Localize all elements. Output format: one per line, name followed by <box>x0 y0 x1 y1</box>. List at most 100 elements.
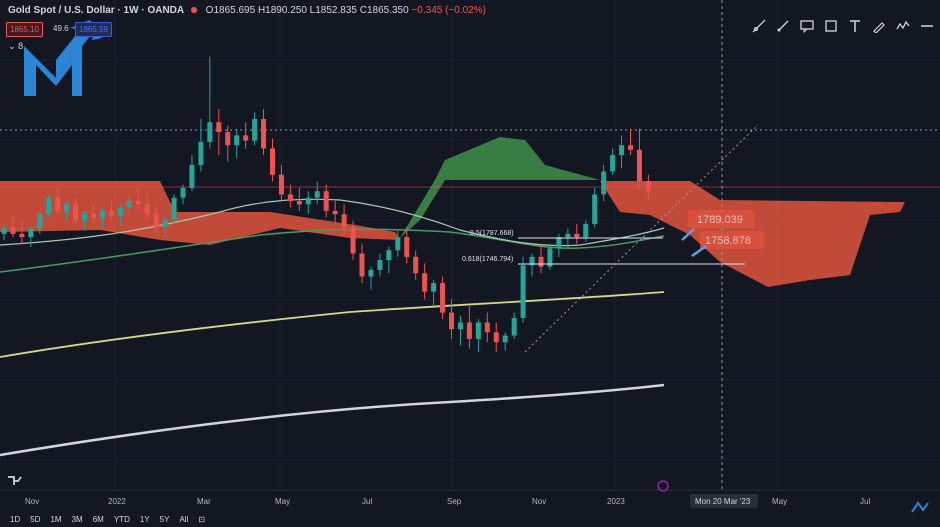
candle-body <box>296 201 302 205</box>
candle-body <box>386 250 392 261</box>
ichimoku-cloud-bullish <box>400 137 600 238</box>
arrow-upper-icon <box>681 228 695 241</box>
candle-body <box>19 233 25 238</box>
ma-100-line <box>0 291 665 358</box>
candle-body <box>377 260 383 270</box>
ohlc-low: L1852.835 <box>309 5 357 16</box>
fib-label-05: 0.5(1787.668) <box>470 230 514 237</box>
candle-body <box>126 201 132 208</box>
candle-body <box>117 207 123 216</box>
callout-tool-icon[interactable] <box>798 17 816 35</box>
timeframe-5y[interactable]: 5Y <box>159 515 170 524</box>
candle-body <box>547 248 553 267</box>
candle-body <box>198 141 204 165</box>
candle-body <box>440 283 446 313</box>
candle-body <box>314 191 320 198</box>
indicator-count: 8 <box>18 41 24 51</box>
timeframe-1m[interactable]: 1M <box>50 515 62 524</box>
symbol-header[interactable]: Gold Spot / U.S. Dollar · 1W · OANDA O18… <box>8 5 486 16</box>
candle-body <box>91 214 96 218</box>
crosshair-date-box <box>690 494 758 508</box>
timeframe-ytd[interactable]: YTD <box>113 515 130 524</box>
candle-body <box>493 332 499 343</box>
x-tick: 2023 <box>607 497 625 506</box>
candle-body <box>610 155 616 172</box>
price-label-lower: 1758.878 <box>705 235 751 247</box>
buy-price-button[interactable]: 1865.59 <box>75 22 112 37</box>
candle-body <box>225 132 231 146</box>
rectangle-tool-icon[interactable] <box>822 17 840 35</box>
candle-body <box>511 317 517 336</box>
sell-price-button[interactable]: 1865.10 <box>6 22 43 37</box>
candle-body <box>556 237 562 249</box>
x-tick: Nov <box>532 497 546 506</box>
candle-body <box>270 148 275 175</box>
candle-body <box>457 322 463 330</box>
price-label-upper: 1789.039 <box>697 214 743 226</box>
pattern-tool-icon[interactable] <box>894 17 912 35</box>
symbol-title[interactable]: Gold Spot / U.S. Dollar · 1W · OANDA <box>8 5 185 16</box>
text-tool-icon[interactable] <box>846 17 864 35</box>
candle-body <box>287 194 293 201</box>
brand-mark-icon <box>911 501 929 513</box>
brush-tool-icon[interactable] <box>774 17 792 35</box>
candle-body <box>529 256 535 266</box>
ichimoku-cloud-bearish <box>0 181 400 245</box>
fib-label-0618: 0.618(1746.794) <box>462 256 513 263</box>
price-label-upper-box <box>688 210 754 228</box>
timeframe-1y[interactable]: 1Y <box>139 515 150 524</box>
price-label-lower-box <box>700 231 764 249</box>
timeframe-6m[interactable]: 6M <box>92 515 104 524</box>
dotted-trend-line <box>524 124 759 353</box>
crosshair-date-label: Mon 20 Mar '23 <box>695 497 751 506</box>
candle-body <box>243 135 249 141</box>
trend-line-tool-icon[interactable] <box>750 17 768 35</box>
candle-body <box>359 253 365 277</box>
pen-tool-icon[interactable] <box>870 17 888 35</box>
candle-body <box>431 283 437 292</box>
event-icon[interactable] <box>657 480 669 492</box>
ohlc-close: C1865.350 <box>359 5 409 16</box>
candle-body <box>135 201 141 205</box>
candle-body <box>350 227 356 254</box>
candle-body <box>466 322 472 339</box>
horizontal-line-tool-icon[interactable] <box>918 17 936 35</box>
spread-value: 49.6 <box>53 24 69 33</box>
date-range-icon[interactable]: ⊡ <box>198 515 206 524</box>
timeframe-5d[interactable]: 5D <box>30 515 41 524</box>
chevron-down-icon: ⌄ <box>8 41 16 51</box>
candle-body <box>583 223 589 238</box>
candle-body <box>484 322 490 333</box>
timeframe-1d[interactable]: 1D <box>10 515 21 524</box>
indicators-toggle[interactable]: ⌄ 8 <box>8 41 23 52</box>
ohlc-values: O1865.695 H1890.250 L1852.835 C1865.350 … <box>206 5 486 16</box>
candle-body <box>73 204 79 221</box>
candle-body <box>234 135 240 146</box>
x-tick: Sep <box>447 497 462 506</box>
x-tick: 2022 <box>108 497 126 506</box>
candle-body <box>37 214 43 229</box>
ma-200-line <box>0 383 665 457</box>
candle-body <box>341 214 347 228</box>
candle-body <box>28 228 34 238</box>
candle-body <box>449 312 454 330</box>
candle-body <box>10 227 16 234</box>
candle-body <box>108 210 114 216</box>
candle-body <box>55 197 61 211</box>
candle-body <box>323 191 329 211</box>
candle-body <box>592 194 598 224</box>
ohlc-open: O1865.695 <box>205 5 256 16</box>
timeframe-all[interactable]: All <box>179 515 189 524</box>
candle-body <box>368 269 374 277</box>
candle-body <box>252 118 258 141</box>
candle-body <box>619 145 625 156</box>
candle-body <box>1 227 7 234</box>
timeframe-3m[interactable]: 3M <box>71 515 83 524</box>
candle-body <box>636 149 642 182</box>
x-axis-ticks: Nov 2022 Mar May Jul Sep Nov 2023 May Ju… <box>25 497 870 506</box>
candle-body <box>153 214 159 228</box>
candle-body <box>538 256 544 267</box>
candle-body <box>162 219 168 228</box>
candle-body <box>422 273 428 292</box>
